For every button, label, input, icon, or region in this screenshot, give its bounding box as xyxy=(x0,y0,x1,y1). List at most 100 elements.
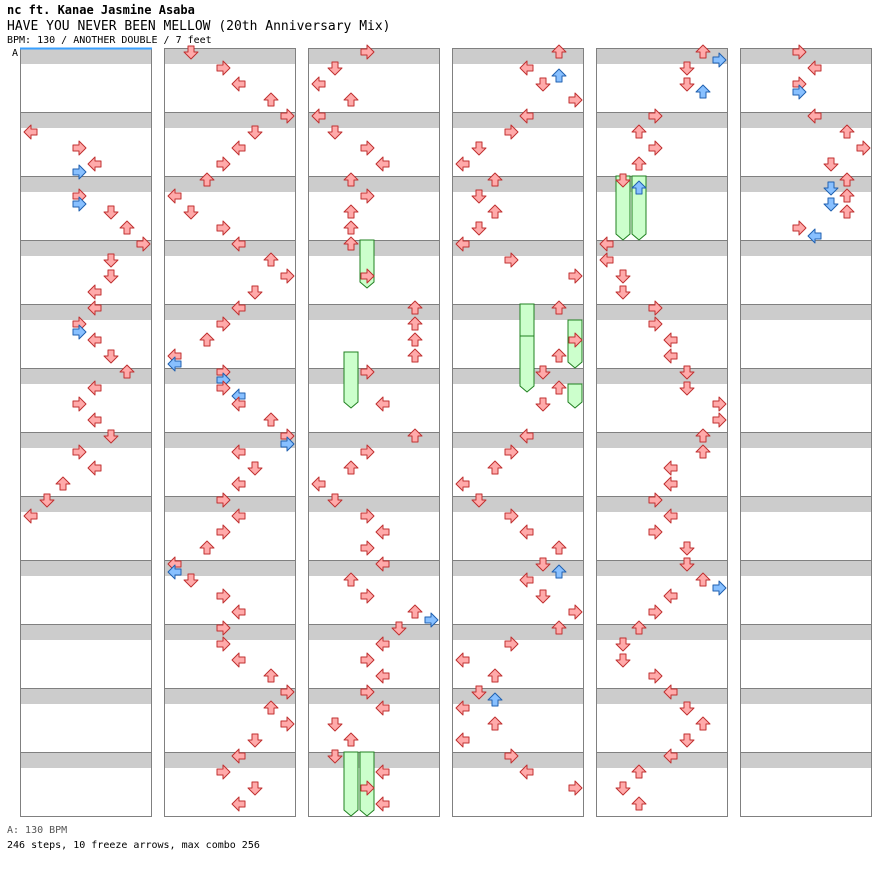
arrow-left-icon xyxy=(375,556,390,572)
arrow-right-icon xyxy=(568,604,583,620)
arrow-up-icon xyxy=(839,188,855,203)
arrow-right-icon xyxy=(568,780,583,796)
arrow-left-icon xyxy=(87,156,102,172)
arrow-left-icon xyxy=(231,140,246,156)
arrow-down-icon xyxy=(327,493,343,508)
beat-stripe xyxy=(20,368,152,384)
arrow-right-icon xyxy=(360,364,375,380)
arrow-right-icon xyxy=(136,236,151,252)
arrow-right-icon xyxy=(360,684,375,700)
freeze-arrow xyxy=(519,335,535,393)
beat-stripe xyxy=(740,176,872,192)
arrow-down-icon xyxy=(103,429,119,444)
beat-stripe xyxy=(308,368,440,384)
arrow-down-icon xyxy=(103,349,119,364)
arrow-up-icon xyxy=(343,92,359,107)
arrow-right-icon xyxy=(216,220,231,236)
arrow-right-icon xyxy=(856,140,871,156)
freeze-arrow xyxy=(343,351,359,409)
arrow-right-icon xyxy=(216,156,231,172)
arrow-up-icon xyxy=(487,204,503,219)
arrow-down-icon xyxy=(103,269,119,284)
freeze-arrow xyxy=(343,751,359,817)
beat-stripe xyxy=(20,432,152,448)
arrow-down-icon xyxy=(535,365,551,380)
arrow-up-icon xyxy=(551,620,567,635)
arrow-right-icon xyxy=(280,436,295,452)
arrow-left-icon xyxy=(455,700,470,716)
arrow-right-icon xyxy=(712,412,727,428)
arrow-up-icon xyxy=(695,84,711,99)
arrow-right-icon xyxy=(280,684,295,700)
arrow-down-icon xyxy=(679,365,695,380)
arrow-down-icon xyxy=(615,173,631,188)
arrow-left-icon xyxy=(311,108,326,124)
arrow-right-icon xyxy=(216,316,231,332)
arrow-down-icon xyxy=(679,557,695,572)
beat-stripe xyxy=(164,304,296,320)
arrow-right-icon xyxy=(280,716,295,732)
arrow-down-icon xyxy=(615,285,631,300)
arrow-down-icon xyxy=(471,221,487,236)
arrow-down-icon xyxy=(679,77,695,92)
arrow-right-icon xyxy=(504,748,519,764)
beat-stripe xyxy=(452,48,584,64)
beat-stripe xyxy=(596,752,728,768)
arrow-up-icon xyxy=(631,764,647,779)
beat-stripe xyxy=(596,496,728,512)
arrow-right-icon xyxy=(648,300,663,316)
arrow-down-icon xyxy=(615,781,631,796)
bpm-summary: A: 130 BPM xyxy=(7,825,68,836)
arrow-left-icon xyxy=(663,460,678,476)
arrow-left-icon xyxy=(519,60,534,76)
artist-name: nc ft. Kanae Jasmine Asaba xyxy=(7,3,195,17)
beat-stripe xyxy=(740,560,872,576)
beat-stripe xyxy=(308,624,440,640)
arrow-down-icon xyxy=(823,157,839,172)
arrow-up-icon xyxy=(551,564,567,579)
beat-stripe xyxy=(452,688,584,704)
arrow-left-icon xyxy=(375,796,390,812)
arrow-up-icon xyxy=(631,124,647,139)
arrow-left-icon xyxy=(87,380,102,396)
beat-stripe xyxy=(308,688,440,704)
arrow-right-icon xyxy=(216,636,231,652)
arrow-left-icon xyxy=(87,332,102,348)
arrow-left-icon xyxy=(23,124,38,140)
arrow-down-icon xyxy=(247,781,263,796)
arrow-up-icon xyxy=(695,444,711,459)
beat-stripe xyxy=(596,560,728,576)
arrow-left-icon xyxy=(311,76,326,92)
arrow-up-icon xyxy=(343,204,359,219)
arrow-right-icon xyxy=(568,332,583,348)
arrow-up-icon xyxy=(631,156,647,171)
beat-stripe xyxy=(308,48,440,64)
arrow-down-icon xyxy=(615,653,631,668)
beat-stripe xyxy=(452,240,584,256)
beat-stripe xyxy=(596,112,728,128)
arrow-right-icon xyxy=(568,92,583,108)
beat-stripe xyxy=(164,112,296,128)
arrow-down-icon xyxy=(471,141,487,156)
arrow-right-icon xyxy=(280,268,295,284)
arrow-right-icon xyxy=(792,44,807,60)
arrow-up-icon xyxy=(839,172,855,187)
arrow-left-icon xyxy=(807,108,822,124)
arrow-left-icon xyxy=(231,444,246,460)
arrow-down-icon xyxy=(535,397,551,412)
arrow-up-icon xyxy=(695,716,711,731)
arrow-down-icon xyxy=(247,125,263,140)
arrow-up-icon xyxy=(263,668,279,683)
arrow-down-icon xyxy=(247,285,263,300)
beat-stripe xyxy=(308,496,440,512)
arrow-right-icon xyxy=(72,164,87,180)
arrow-up-icon xyxy=(263,252,279,267)
arrow-up-icon xyxy=(119,364,135,379)
arrow-left-icon xyxy=(231,508,246,524)
arrow-right-icon xyxy=(216,380,231,396)
arrow-right-icon xyxy=(216,524,231,540)
arrow-left-icon xyxy=(375,396,390,412)
beat-stripe xyxy=(20,496,152,512)
arrow-left-icon xyxy=(455,732,470,748)
beat-stripe xyxy=(596,432,728,448)
